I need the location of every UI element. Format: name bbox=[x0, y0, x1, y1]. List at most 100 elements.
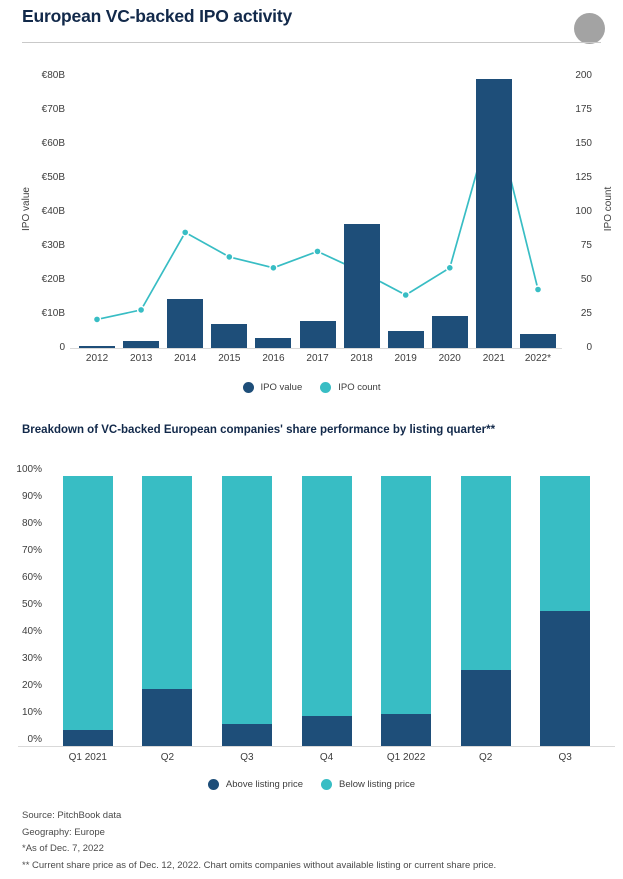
x-tick-label: 2019 bbox=[394, 353, 417, 364]
share-performance-chart: 100% 90% 80% 70% 60% 50% 40% 30% 20% 10% 0% Q1 202… bbox=[0, 455, 623, 805]
x-tick-label: 2013 bbox=[130, 353, 153, 364]
right-axis-title: IPO count bbox=[603, 186, 614, 232]
legend-label-above-listing: Above listing price bbox=[225, 779, 304, 790]
left-y-tick-label: €50B bbox=[41, 172, 65, 183]
right-y-tick-label: 175 bbox=[575, 104, 592, 115]
above-listing-segment bbox=[460, 670, 511, 746]
percent-tick-label: 30% bbox=[21, 653, 42, 664]
legend-item-ipo-count: IPO count bbox=[320, 382, 380, 393]
x-tick-label: 2018 bbox=[350, 353, 373, 364]
ipo-activity-chart: IPO value €80B €70B €60B €50B €40B €30B €20B €1… bbox=[0, 60, 623, 420]
legend-label-ipo-value: IPO value bbox=[260, 382, 303, 393]
chart2-baseline bbox=[18, 746, 615, 747]
footnote-share-price-note: ** Current share price as of Dec. 12, 20… bbox=[22, 859, 497, 871]
right-y-tick-label: 100 bbox=[575, 206, 592, 217]
quarter-tick-label: Q2 bbox=[160, 752, 175, 763]
above-listing-segment bbox=[221, 724, 272, 746]
left-y-tick-label: €80B bbox=[41, 70, 65, 81]
quarter-tick-label: Q3 bbox=[558, 752, 572, 763]
ipo-count-point-2012 bbox=[92, 315, 102, 324]
left-y-tick-label: €30B bbox=[41, 240, 65, 251]
below-listing-dot-icon bbox=[321, 779, 333, 790]
chart2-y-axis-ticks: 100% 90% 80% 70% 60% 50% 40% 30% 20% 10% 0% bbox=[0, 464, 42, 746]
chart1-legend: IPO value IPO count bbox=[0, 382, 623, 393]
x-tick-label: 2021 bbox=[482, 353, 505, 364]
left-y-tick-label: €70B bbox=[41, 104, 65, 115]
quarter-tick-label: Q4 bbox=[319, 752, 334, 763]
ipo-value-bar-2012 bbox=[79, 345, 115, 348]
chart2-legend: Above listing price Below listing price bbox=[0, 779, 623, 790]
x-tick-label: 2020 bbox=[438, 353, 461, 364]
ipo-value-bar-2018 bbox=[343, 223, 380, 348]
ipo-count-point-2015 bbox=[225, 252, 234, 262]
section-title-share-performance: Breakdown of VC-backed European companie… bbox=[22, 424, 496, 436]
ipo-count-point-2014 bbox=[180, 228, 190, 237]
percent-tick-label: 50% bbox=[21, 599, 42, 610]
below-listing-segment bbox=[221, 476, 272, 725]
left-y-tick-label: 0 bbox=[59, 342, 65, 353]
above-listing-segment bbox=[540, 611, 591, 746]
ipo-count-point-2016 bbox=[269, 263, 278, 273]
chart2-plot bbox=[48, 476, 605, 746]
x-tick-label: 2012 bbox=[85, 353, 109, 364]
left-y-tick-label: €10B bbox=[41, 308, 65, 319]
percent-tick-label: 10% bbox=[21, 707, 42, 718]
stacked-bar-q4 bbox=[301, 476, 352, 746]
quarter-tick-label: Q1 2021 bbox=[68, 752, 107, 763]
below-listing-segment bbox=[460, 476, 511, 671]
stacked-bar-q2 bbox=[460, 476, 511, 746]
ipo-value-bar-2014 bbox=[167, 298, 204, 348]
left-y-tick-label: €60B bbox=[41, 138, 65, 149]
footnotes: Source: PitchBook data Geography: Europe… bbox=[22, 808, 496, 874]
ipo-count-point-2019 bbox=[401, 290, 410, 300]
legend-item-above-listing-price: Above listing price bbox=[207, 779, 304, 790]
stacked-bar-q1-2022 bbox=[381, 476, 432, 746]
ipo-value-bar-2021 bbox=[475, 79, 512, 348]
percent-tick-label: 90% bbox=[21, 491, 42, 502]
ipo-count-point-2020 bbox=[445, 263, 454, 273]
page-title: European VC-backed IPO activity bbox=[22, 6, 292, 26]
above-listing-segment bbox=[381, 713, 432, 746]
below-listing-segment bbox=[62, 476, 113, 730]
right-y-tick-label: 200 bbox=[575, 70, 592, 81]
quarter-tick-label: Q2 bbox=[479, 752, 493, 763]
ipo-count-dot-icon bbox=[320, 382, 332, 393]
chart1-x-axis-labels: 2012 2013 2014 2015 2016 2017 2018 2019 2020 2021… bbox=[75, 352, 560, 366]
header-divider bbox=[22, 42, 601, 43]
above-listing-dot-icon bbox=[207, 779, 219, 790]
legend-item-below-listing-price: Below listing price bbox=[321, 779, 415, 790]
quarter-tick-label: Q3 bbox=[240, 752, 254, 763]
stacked-bar-q3 bbox=[540, 476, 591, 746]
above-listing-segment bbox=[301, 716, 352, 746]
below-listing-segment bbox=[142, 476, 193, 690]
ipo-count-point-2022* bbox=[533, 285, 543, 294]
quarter-tick-label: Q1 2022 bbox=[386, 752, 426, 763]
ipo-value-bar-2019 bbox=[387, 331, 424, 348]
legend-item-ipo-value: IPO value bbox=[242, 382, 303, 393]
percent-tick-label: 40% bbox=[21, 626, 42, 637]
below-listing-segment bbox=[540, 476, 591, 611]
above-listing-segment bbox=[142, 689, 193, 746]
footnote-geography: Geography: Europe bbox=[22, 826, 105, 838]
left-y-tick-label: €20B bbox=[41, 274, 65, 285]
percent-tick-label: 100% bbox=[16, 464, 42, 475]
right-y-tick-label: 50 bbox=[580, 274, 592, 285]
right-y-tick-label: 25 bbox=[580, 308, 592, 319]
x-tick-label: 2014 bbox=[174, 353, 197, 364]
ipo-value-bar-2016 bbox=[255, 337, 292, 348]
chart1-right-axis-ticks: 200 175 150 125 100 75 50 25 0 bbox=[552, 70, 592, 353]
percent-tick-label: 0% bbox=[27, 734, 42, 745]
x-tick-label: 2022* bbox=[524, 353, 551, 364]
legend-label-below-listing: Below listing price bbox=[339, 779, 416, 790]
ipo-count-point-2017 bbox=[313, 247, 322, 256]
percent-tick-label: 60% bbox=[21, 572, 42, 583]
stacked-bar-q3 bbox=[221, 476, 272, 746]
x-tick-label: 2017 bbox=[306, 353, 329, 364]
stacked-bar-q2 bbox=[142, 476, 193, 746]
ipo-value-bar-2013 bbox=[123, 341, 160, 348]
right-y-tick-label: 150 bbox=[575, 138, 592, 149]
below-listing-segment bbox=[301, 476, 352, 717]
decorative-circle bbox=[574, 13, 605, 44]
chart2-x-axis-labels: Q1 2021 Q2 Q3 Q4 Q1 2022 Q2 Q3 bbox=[48, 751, 605, 765]
above-listing-segment bbox=[62, 729, 113, 746]
